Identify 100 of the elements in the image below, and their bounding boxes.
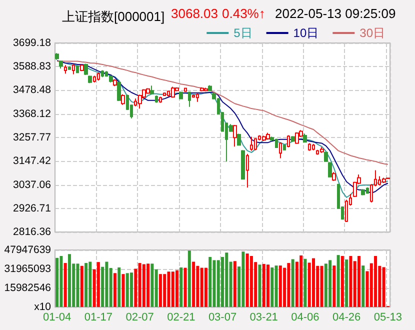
y-tick-label: 3478.48	[13, 84, 52, 96]
bar	[138, 263, 142, 307]
bar	[312, 258, 315, 307]
y-tick-label: 3368.12	[13, 108, 52, 120]
candlestick	[241, 150, 245, 180]
bar	[163, 274, 166, 307]
bar	[122, 274, 125, 307]
bar	[68, 254, 71, 307]
bar	[291, 259, 294, 307]
y-tick-label: 3037.06	[13, 178, 52, 191]
text: 3068.03	[171, 6, 218, 21]
bar	[320, 266, 324, 307]
candlestick	[291, 136, 295, 142]
x-tick-label: 04-06	[291, 312, 320, 324]
bar	[184, 268, 187, 307]
y-tick-label: 15982546	[4, 282, 52, 294]
bar	[96, 262, 100, 307]
candlestick	[68, 66, 71, 70]
candlestick	[117, 81, 121, 102]
candlestick	[200, 86, 204, 92]
candlestick	[59, 60, 63, 70]
x-tick-label: 03-21	[250, 312, 278, 324]
y-tick-label: 31965093	[4, 263, 52, 275]
bar	[349, 256, 352, 307]
bar	[332, 266, 336, 307]
bar	[196, 266, 200, 307]
candlestick	[163, 92, 166, 96]
candlestick	[97, 72, 100, 82]
candlestick	[146, 88, 150, 94]
bar	[216, 260, 220, 307]
bar	[64, 263, 67, 307]
candlestick	[184, 87, 187, 92]
candlestick	[55, 52, 59, 60]
bar	[324, 264, 328, 307]
bar	[274, 266, 278, 307]
bar	[204, 268, 208, 307]
candlestick	[196, 92, 199, 102]
bar	[142, 264, 146, 307]
bar	[382, 267, 386, 307]
bar	[192, 262, 196, 307]
candlestick	[76, 65, 79, 74]
bar	[88, 262, 92, 307]
line-series	[56, 60, 388, 165]
x-tick-label: 01-04	[43, 312, 72, 324]
bar	[336, 255, 340, 307]
candlestick	[204, 87, 208, 92]
bar	[212, 260, 216, 307]
bar	[60, 256, 63, 307]
bar	[180, 267, 183, 307]
candlestick	[262, 135, 266, 142]
bar	[340, 256, 344, 307]
chart-title: 上证指数[000001]	[62, 9, 165, 24]
bar	[362, 266, 365, 307]
bar	[258, 264, 262, 307]
candlestick	[382, 177, 386, 184]
bar	[208, 256, 212, 307]
bar	[126, 273, 129, 307]
legend-label: 30日	[360, 26, 386, 40]
bar	[150, 264, 154, 307]
y-tick-label: 3588.83	[13, 60, 52, 73]
candlestick	[155, 94, 158, 104]
candlestick	[320, 146, 324, 154]
candlestick	[308, 142, 311, 152]
candlestick	[159, 96, 162, 104]
candlestick	[101, 70, 104, 78]
bar	[158, 274, 162, 307]
candlestick	[188, 91, 191, 108]
candlestick	[109, 74, 113, 83]
y-tick-label: 2926.71	[13, 202, 52, 214]
bar	[246, 254, 249, 307]
bar	[270, 267, 274, 307]
bar	[262, 264, 266, 307]
candlestick	[283, 144, 286, 151]
x-tick-label: 05-13	[374, 312, 402, 324]
text: 2022-05-13 09:25:09	[275, 6, 396, 21]
bar	[328, 260, 332, 307]
bar	[113, 273, 116, 307]
text: 0.43%↑	[222, 6, 266, 21]
candlestick	[254, 138, 257, 151]
bar	[84, 263, 88, 307]
bar	[221, 256, 224, 307]
y-tick-label: 3257.77	[13, 132, 52, 144]
candlestick	[324, 151, 328, 162]
candlestick	[192, 94, 195, 98]
x-tick-label: 02-21	[167, 312, 196, 324]
candlestick	[361, 188, 365, 196]
candlestick	[121, 94, 125, 106]
bar	[200, 268, 204, 307]
candlestick	[332, 172, 336, 182]
candlestick	[64, 64, 67, 74]
y-tick-label: x10	[34, 301, 52, 313]
candlestick	[287, 134, 290, 148]
y-tick-label: 3699.18	[13, 37, 52, 49]
bar	[278, 266, 282, 307]
bar	[357, 256, 360, 307]
legend-label: 10日	[293, 26, 319, 40]
bar	[345, 259, 348, 307]
candlestick	[80, 64, 84, 72]
bar	[300, 255, 303, 307]
candlestick	[84, 63, 88, 76]
